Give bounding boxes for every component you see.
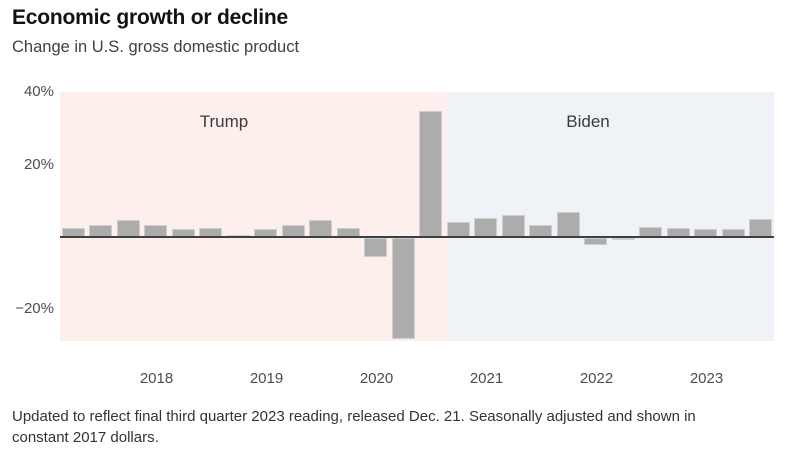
bar-2021-q4 <box>556 211 580 237</box>
region-biden <box>446 92 774 341</box>
region-label-biden: Biden <box>566 112 610 131</box>
plot-area: Trump Biden 40% 20% −20% 2018 2019 2020 2021 2… <box>15 83 774 387</box>
bar-2022-q1 <box>584 238 607 246</box>
bar-2019-q3 <box>309 220 332 237</box>
y-tick-label: −20% <box>15 300 54 318</box>
bar-2023-q3 <box>749 219 772 237</box>
bar-2020-q2 <box>391 238 415 340</box>
x-tick-label: 2020 <box>359 370 394 387</box>
x-tick-label: 2019 <box>249 370 284 387</box>
zero-axis-line <box>60 236 774 238</box>
x-tick-label: 2023 <box>689 370 724 387</box>
bar-2020-q1 <box>364 238 387 258</box>
y-tick-label: 20% <box>23 155 54 173</box>
bar-2021-q1 <box>474 218 497 237</box>
footnote-line-1: Updated to reflect final third quarter 2… <box>12 408 696 425</box>
bar-2022-q2 <box>611 238 635 241</box>
chart-title: Economic growth or decline <box>12 6 289 29</box>
region-trump <box>60 92 447 341</box>
bar-2020-q3 <box>419 111 442 237</box>
bar-2017-q4 <box>116 220 140 237</box>
bar-2020-q4 <box>446 221 470 237</box>
region-label-trump: Trump <box>199 112 249 131</box>
x-tick-label: 2021 <box>469 370 504 387</box>
x-tick-label: 2022 <box>579 370 614 387</box>
bar-2021-q2 <box>501 214 525 237</box>
chart-subtitle: Change in U.S. gross domestic product <box>12 38 300 56</box>
footnote-line-2: constant 2017 dollars. <box>12 429 159 446</box>
x-tick-label: 2018 <box>139 370 174 387</box>
y-tick-label: 40% <box>23 83 54 101</box>
footnote: Updated to reflect final third quarter 2… <box>12 406 792 448</box>
